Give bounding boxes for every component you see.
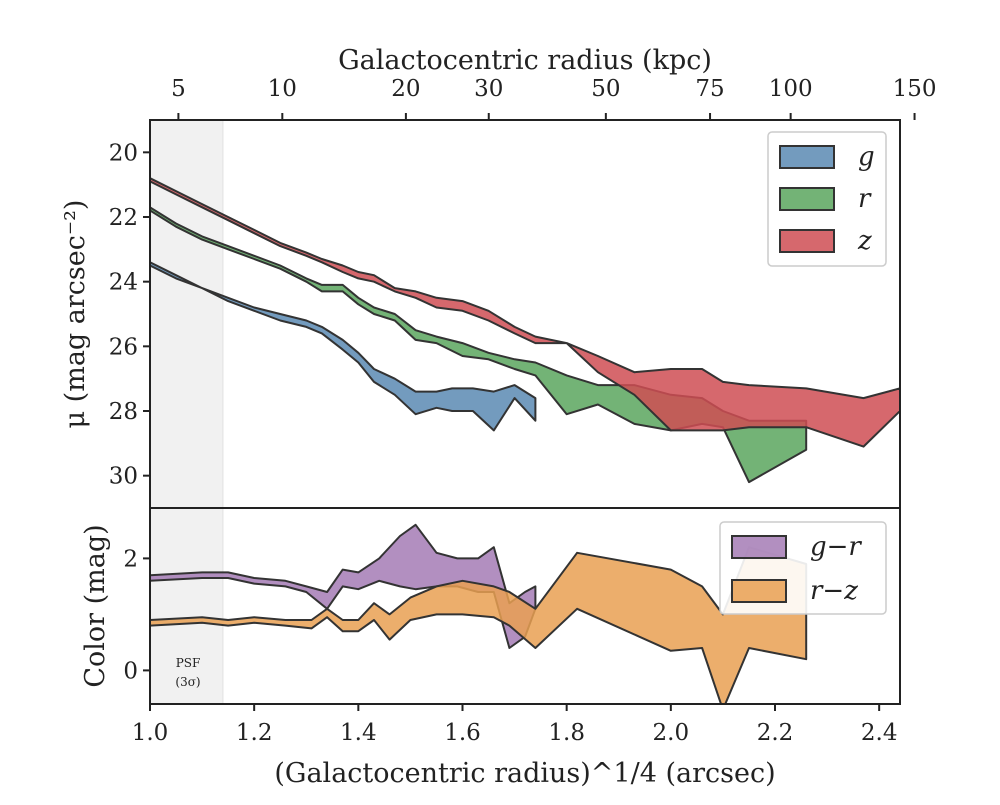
psf-sigma-label: (3σ) <box>175 675 200 689</box>
kpc-tick-label: 30 <box>474 76 503 102</box>
xtick-label: 2.4 <box>861 720 898 746</box>
mu-ytick-label: 20 <box>109 140 138 166</box>
color-legend-label: r−z <box>810 576 858 606</box>
xtick-label: 2.0 <box>653 720 690 746</box>
kpc-tick-label: 20 <box>391 76 420 102</box>
psf-label: PSF <box>176 656 201 670</box>
kpc-tick-label: 75 <box>695 76 724 102</box>
kpc-tick-label: 10 <box>268 76 297 102</box>
xtick-label: 1.4 <box>340 720 377 746</box>
color-axis-title: Color (mag) <box>80 524 111 687</box>
mu-axis-title: μ (mag arcsec⁻²) <box>60 200 91 429</box>
mu-legend-label: z <box>857 226 872 256</box>
color-band-1 <box>150 546 808 704</box>
psf-region-top <box>149 119 224 509</box>
mu-legend-swatch <box>779 145 835 169</box>
mu-legend-swatch <box>779 229 835 253</box>
psf-region-bottom <box>149 507 224 705</box>
mu-ytick-label: 24 <box>109 270 138 296</box>
bottom-axis-title: (Galactocentric radius)^1/4 (arcsec) <box>274 758 775 789</box>
mu-band-0 <box>150 261 537 432</box>
bottom-axes-frame <box>149 507 901 705</box>
mu-ytick-label: 28 <box>109 399 138 425</box>
xtick-label: 2.2 <box>757 720 794 746</box>
kpc-tick-label: 150 <box>893 76 937 102</box>
color-legend-label: g−r <box>810 532 862 562</box>
mu-ytick-label: 26 <box>109 334 138 360</box>
mu-band-1 <box>150 206 808 484</box>
xtick-label: 1.0 <box>132 720 169 746</box>
xtick-label: 1.6 <box>444 720 481 746</box>
color-ytick-label: 2 <box>123 546 138 572</box>
mu-legend-label: r <box>858 184 872 214</box>
kpc-tick-label: 5 <box>171 76 186 102</box>
mu-band-2 <box>150 177 900 448</box>
color-legend-swatch <box>731 535 787 559</box>
kpc-tick-label: 100 <box>769 76 813 102</box>
color-legend-swatch <box>731 579 787 603</box>
xtick-label: 1.2 <box>236 720 273 746</box>
xtick-label: 1.8 <box>548 720 585 746</box>
mu-legend-label: g <box>858 142 875 172</box>
mu-ytick-label: 22 <box>109 205 138 231</box>
color-ytick-label: 0 <box>123 658 138 684</box>
top-axis-title: Galactocentric radius (kpc) <box>338 45 712 76</box>
kpc-tick-label: 50 <box>591 76 620 102</box>
mu-legend-swatch <box>779 187 835 211</box>
mu-ytick-label: 30 <box>109 464 138 490</box>
